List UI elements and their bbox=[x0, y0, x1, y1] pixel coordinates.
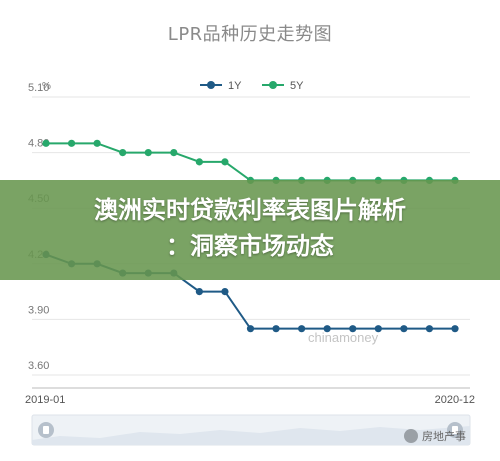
point-5Y bbox=[195, 158, 203, 166]
point-1Y bbox=[298, 325, 306, 333]
legend[interactable]: 1Y 5Y bbox=[200, 80, 304, 92]
point-5Y bbox=[221, 158, 229, 166]
point-1Y bbox=[425, 325, 434, 333]
zoom-handle-left-grip bbox=[43, 426, 49, 434]
zoom-preview-area bbox=[32, 426, 470, 445]
legend-label-1Y[interactable]: 1Y bbox=[228, 80, 242, 92]
point-5Y bbox=[119, 149, 127, 157]
overlay-banner-text: 澳洲实时贷款利率表图片解析 ：洞察市场动态 bbox=[0, 192, 500, 264]
y-unit-label: % bbox=[42, 81, 51, 92]
y-tick-label: 3.60 bbox=[28, 360, 49, 372]
wechat-icon bbox=[404, 429, 418, 443]
point-5Y bbox=[67, 139, 76, 147]
point-1Y bbox=[400, 325, 408, 333]
point-1Y bbox=[195, 288, 203, 296]
legend-label-5Y[interactable]: 5Y bbox=[290, 80, 304, 92]
point-1Y bbox=[374, 325, 382, 333]
source-badge: 房地产事 bbox=[404, 428, 466, 444]
point-5Y bbox=[93, 139, 101, 147]
point-1Y bbox=[451, 325, 459, 333]
series-line-5Y bbox=[46, 142, 455, 182]
point-5Y bbox=[170, 149, 178, 157]
banner-line-2: ：洞察市场动态 bbox=[166, 232, 334, 260]
point-1Y bbox=[349, 325, 357, 333]
point-5Y bbox=[144, 149, 152, 157]
point-1Y bbox=[221, 288, 229, 296]
legend-marker-5Y bbox=[269, 81, 277, 89]
zoom-slider[interactable] bbox=[31, 414, 471, 446]
x-axis: 2019-01 2020-12 bbox=[25, 387, 475, 406]
chart-title: LPR品种历史走势图 bbox=[167, 24, 333, 45]
point-5Y bbox=[42, 139, 50, 147]
x-tick-label: 2019-01 bbox=[25, 394, 65, 406]
overlay-banner bbox=[0, 180, 500, 280]
legend-marker-1Y bbox=[207, 81, 215, 89]
x-tick-label: 2020-12 bbox=[435, 394, 475, 406]
source-label: 房地产事 bbox=[422, 431, 466, 443]
zoom-handle-right-grip bbox=[452, 426, 458, 434]
point-1Y bbox=[323, 325, 331, 333]
y-tick-label: 3.90 bbox=[28, 304, 49, 316]
y-tick-label: 5.10 bbox=[28, 82, 49, 94]
watermark: chinamoney bbox=[308, 330, 379, 345]
point-1Y bbox=[246, 325, 255, 333]
point-1Y bbox=[272, 325, 280, 333]
banner-line-1: 澳洲实时贷款利率表图片解析 bbox=[94, 196, 406, 224]
